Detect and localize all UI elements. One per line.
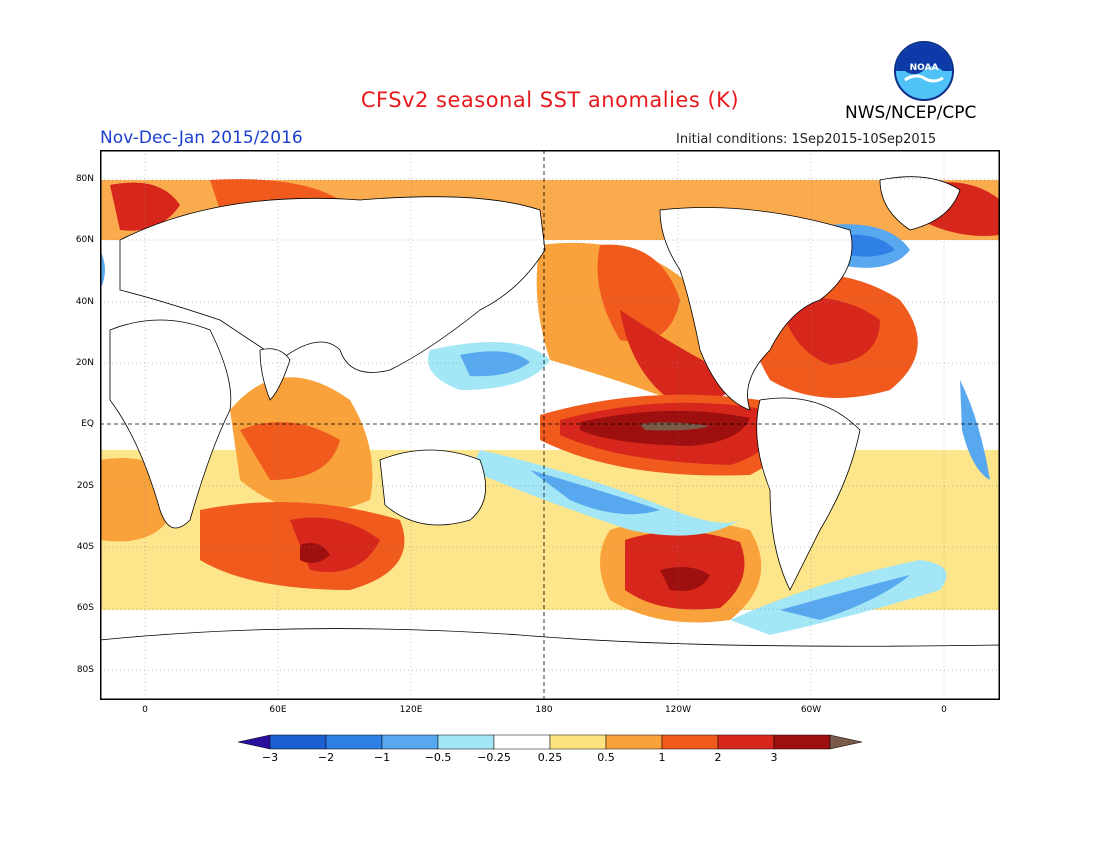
colorbar-tick-label: 0.5	[597, 751, 615, 764]
lat-label: 60N	[75, 235, 94, 245]
logo-text: NOAA	[910, 63, 939, 73]
colorbar-tick-label: −0.25	[477, 751, 511, 764]
colorbar-arrow-low	[237, 734, 271, 750]
map-frame	[100, 150, 1000, 700]
lat-label: 20N	[75, 358, 94, 368]
colorbar-tick-label: 2	[714, 751, 722, 764]
colorbar	[237, 733, 863, 757]
forecast-period: Nov-Dec-Jan 2015/2016	[100, 128, 303, 148]
lat-label: 40S	[76, 542, 94, 552]
agency-label: NWS/NCEP/CPC	[845, 103, 977, 123]
lat-label: EQ	[81, 419, 94, 429]
lon-label: 180	[535, 705, 553, 715]
colorbar-swatch	[493, 734, 551, 750]
colorbar-tick-label: −0.5	[424, 751, 452, 764]
colorbar-tick-label: 0.25	[537, 751, 563, 764]
initial-conditions: Initial conditions: 1Sep2015-10Sep2015	[676, 132, 937, 147]
colorbar-tick-label: −2	[317, 751, 335, 764]
lat-label: 80N	[75, 174, 94, 184]
lon-label: 60W	[800, 705, 822, 715]
lat-label: 40N	[75, 297, 94, 307]
colorbar-swatch	[661, 734, 719, 750]
lat-label: 60S	[76, 603, 94, 613]
colorbar-tick-label: −1	[373, 751, 391, 764]
colorbar-tick-label: 3	[770, 751, 778, 764]
colorbar-swatch	[437, 734, 495, 750]
lon-label: 60E	[269, 705, 287, 715]
colorbar-swatch	[773, 734, 831, 750]
lon-label: 0	[142, 705, 148, 715]
colorbar-swatch	[717, 734, 775, 750]
lon-label: 120W	[664, 705, 692, 715]
lon-label: 120E	[399, 705, 423, 715]
colorbar-swatch	[325, 734, 383, 750]
sst-anomaly-map	[99, 150, 1001, 704]
noaa-logo: NOAA	[893, 40, 955, 106]
lat-label: 80S	[76, 665, 94, 675]
colorbar-swatch	[549, 734, 607, 750]
colorbar-swatch	[381, 734, 439, 750]
map-title: CFSv2 seasonal SST anomalies (K)	[360, 88, 740, 112]
colorbar-swatch	[605, 734, 663, 750]
land-masses	[99, 176, 1001, 701]
colorbar-tick-label: −3	[261, 751, 279, 764]
lon-label: 0	[941, 705, 947, 715]
lat-label: 20S	[76, 481, 94, 491]
colorbar-swatch	[269, 734, 327, 750]
colorbar-arrow-high	[829, 734, 863, 750]
colorbar-tick-label: 1	[658, 751, 666, 764]
